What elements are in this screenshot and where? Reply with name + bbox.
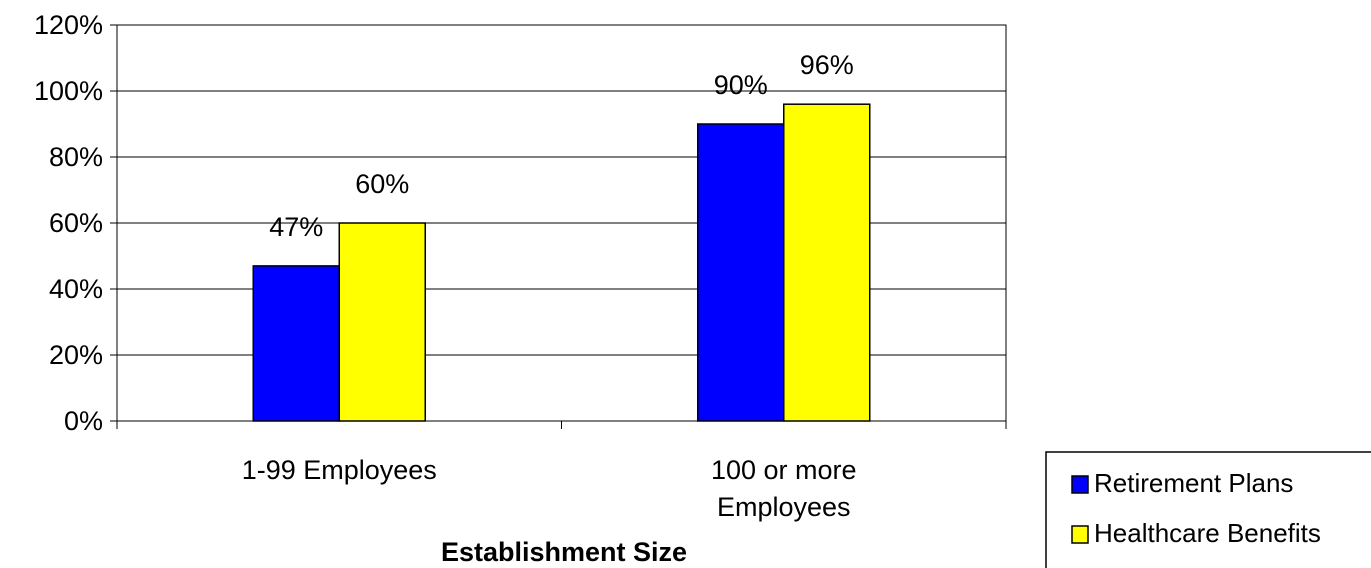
x-category-label: 100 or more [711, 455, 857, 485]
legend-box [1045, 451, 1371, 568]
legend: Retirement Plans Healthcare Benefits [1045, 451, 1371, 568]
y-tick-label: 20% [49, 340, 103, 370]
bar-healthcare-benefits [338, 222, 426, 422]
x-category-label: 1-99 Employees [242, 455, 437, 485]
bar-retirement-plans [697, 123, 785, 422]
bars [252, 103, 871, 422]
data-label: 96% [800, 50, 854, 80]
y-tick-label: 40% [49, 274, 103, 304]
gridlines [117, 90, 1006, 356]
y-axis-ticks: 0% 20% 40% 60% 80% 100% 120% [34, 10, 117, 436]
x-category-label: Employees [717, 492, 851, 522]
x-axis-title: Establishment Size [441, 537, 687, 567]
legend-label: Healthcare Benefits [1094, 518, 1321, 548]
data-label: 47% [269, 212, 323, 242]
legend-swatch-healthcare-benefits [1071, 525, 1089, 544]
data-label: 60% [355, 169, 409, 199]
bar-healthcare-benefits [783, 103, 871, 422]
legend-label: Retirement Plans [1094, 468, 1293, 498]
y-tick-label: 0% [64, 406, 103, 436]
legend-swatch-retirement-plans [1071, 475, 1089, 494]
category-labels: 1-99 Employees 100 or more Employees [242, 455, 857, 522]
y-tick-label: 80% [49, 142, 103, 172]
data-label: 90% [714, 70, 768, 100]
data-labels: 47% 60% 90% 96% [269, 50, 854, 242]
y-tick-label: 100% [34, 76, 103, 106]
bar-retirement-plans [252, 265, 340, 422]
y-tick-label: 60% [49, 208, 103, 238]
y-tick-label: 120% [34, 10, 103, 40]
axes [116, 24, 1007, 429]
